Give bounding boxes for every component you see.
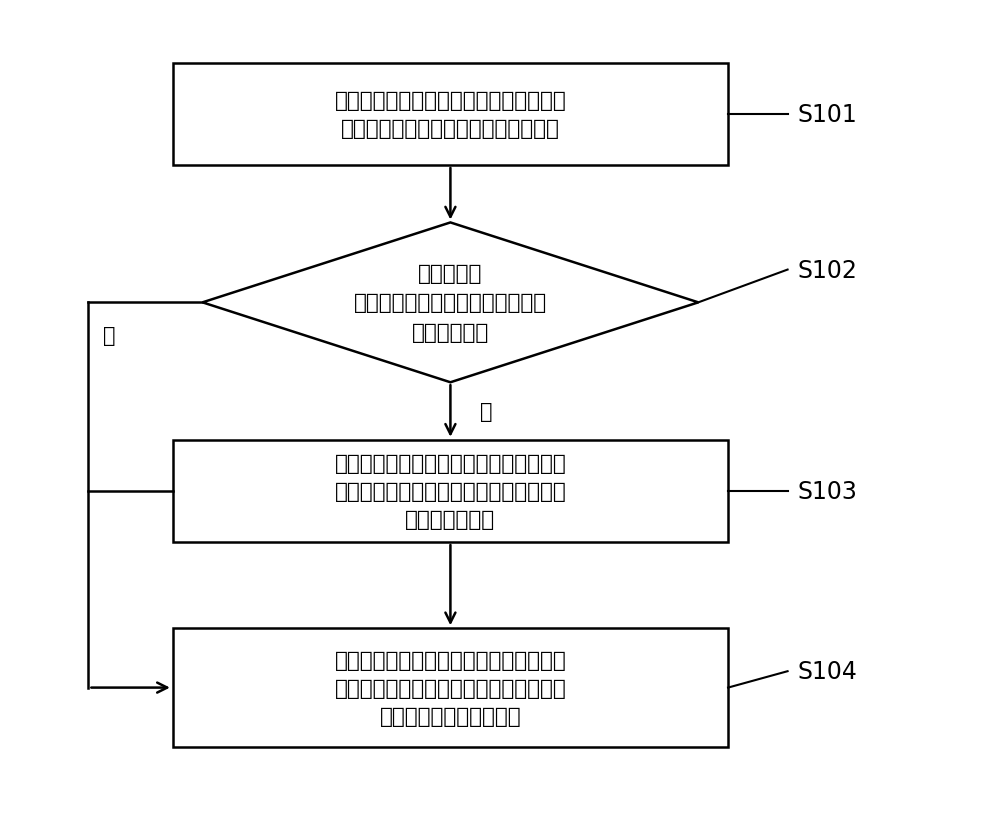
- Text: S101: S101: [798, 103, 857, 127]
- Text: S102: S102: [798, 258, 857, 282]
- Text: 根据后轴车身高度变化量和第二车辆参数
计算车身高度变化量，根据车身高度变化
量调整车辆大灯照射角度: 根据后轴车身高度变化量和第二车辆参数 计算车身高度变化量，根据车身高度变化 量调…: [335, 650, 566, 726]
- FancyBboxPatch shape: [173, 64, 728, 166]
- FancyBboxPatch shape: [173, 440, 728, 543]
- Polygon shape: [203, 223, 698, 383]
- Text: 判断车辆纵
向加速度信息对应的车速是否超出
第一预设阈值: 判断车辆纵 向加速度信息对应的车速是否超出 第一预设阈值: [354, 264, 547, 342]
- FancyBboxPatch shape: [173, 629, 728, 747]
- Text: S103: S103: [798, 480, 857, 504]
- Text: 是: 是: [480, 401, 493, 422]
- Text: 获取车辆纵向加速度信息、后轴车身高度
变化量、第一车辆参数和第二车辆参数: 获取车辆纵向加速度信息、后轴车身高度 变化量、第一车辆参数和第二车辆参数: [335, 91, 566, 139]
- Text: 否: 否: [103, 326, 116, 346]
- Text: 根据后轴车身高度变化量和第一车辆参数
计算车身俯仰角，根据车身俯仰角调整车
辆大灯照射角度: 根据后轴车身高度变化量和第一车辆参数 计算车身俯仰角，根据车身俯仰角调整车 辆大…: [335, 453, 566, 529]
- Text: S104: S104: [798, 659, 857, 683]
